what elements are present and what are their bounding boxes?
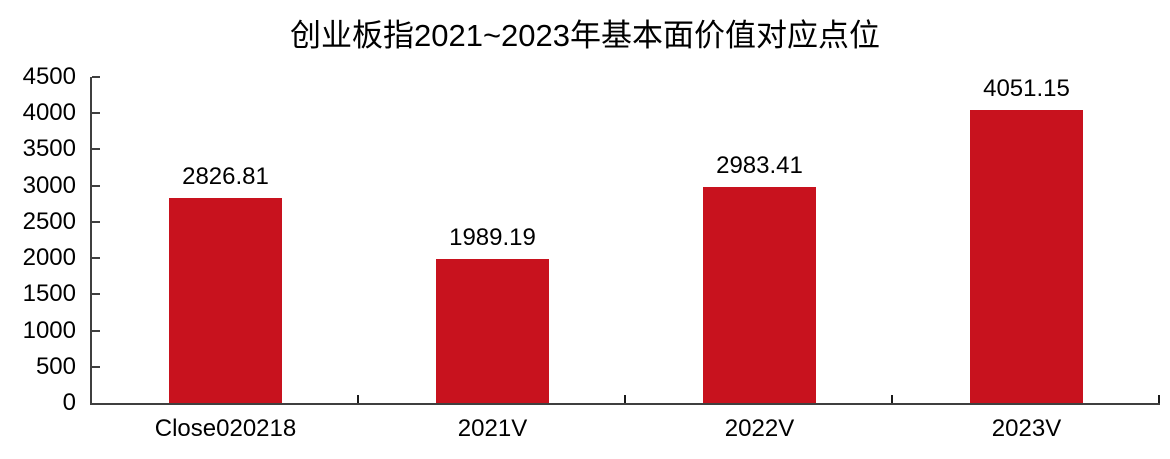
y-axis-tick-label: 1000 [22,316,76,344]
bar [169,198,282,403]
y-axis-tick-label: 4000 [22,99,76,127]
x-axis-tick [357,395,359,403]
x-axis-category-label: 2021V [457,415,528,442]
bar [970,110,1083,403]
bar-value-label: 2826.81 [182,163,269,190]
chart-title: 创业板指2021~2023年基本面价值对应点位 [289,18,881,53]
y-axis-tick-label: 3000 [22,171,76,199]
bar-value-label: 1989.19 [449,224,536,251]
y-axis-tick-label: 4500 [22,63,76,90]
plot-area: 0 500 1000 1500 2000 2500 3000 3500 4000 4500 2826… [23,65,1160,441]
y-axis-tick [92,148,100,151]
y-axis-tick [92,112,100,115]
y-axis-tick [92,220,100,223]
y-axis-tick [92,365,100,368]
bar [703,187,816,403]
x-axis-category-label: 2023V [991,415,1062,442]
x-axis-category-label: 2022V [724,415,795,442]
y-axis-tick [92,76,100,78]
y-axis-tick-label: 1500 [22,280,76,308]
bar-value-label: 4051.15 [983,75,1070,102]
y-axis-tick [92,257,100,260]
x-axis-category-label: Close020218 [154,415,297,442]
x-axis-tick [1158,395,1160,403]
x-axis-tick [891,395,893,403]
y-axis-tick [92,293,100,296]
bar-value-label: 2983.41 [716,152,803,179]
x-axis-tick [624,395,626,403]
y-axis-tick [92,329,100,332]
y-axis-tick-label: 2500 [22,207,76,235]
bar [436,259,549,403]
y-axis-tick-label: 2000 [22,244,76,272]
y-axis-tick-label: 3500 [22,135,76,163]
y-axis-tick-label: 500 [35,352,76,380]
y-axis-tick [92,184,100,187]
y-axis-tick-label: 0 [62,389,76,416]
